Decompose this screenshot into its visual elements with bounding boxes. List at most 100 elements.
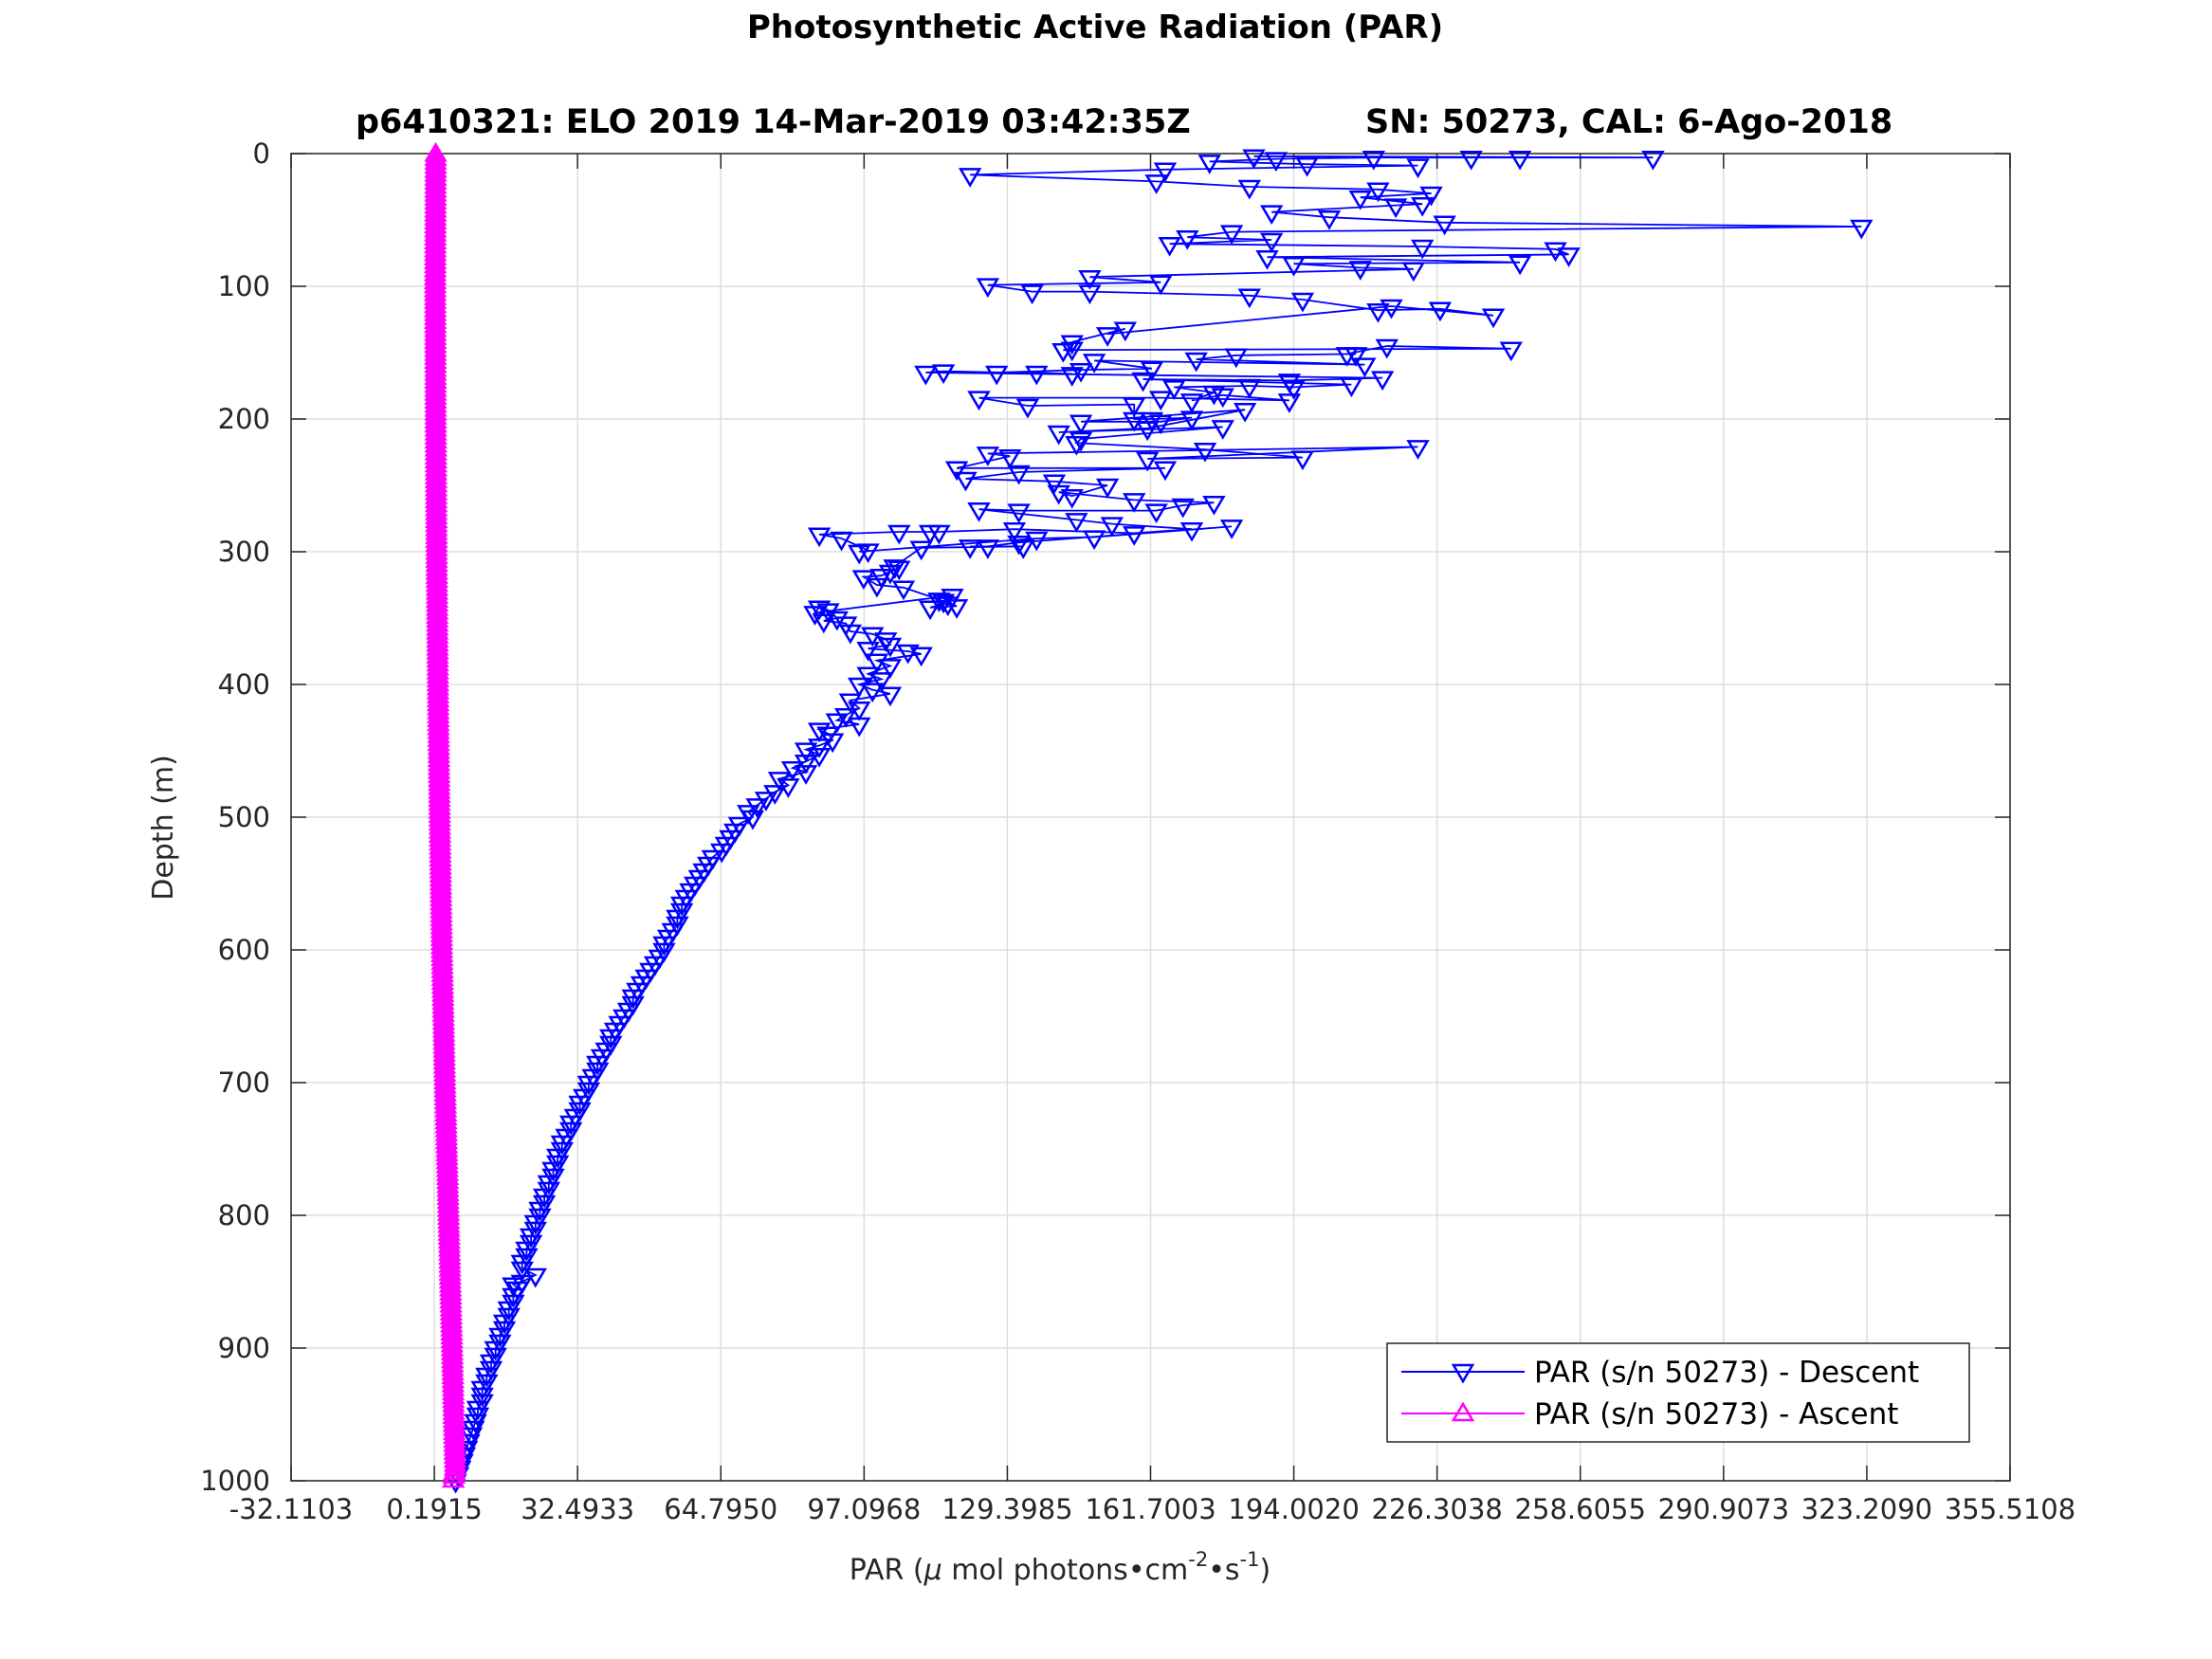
descent-point	[558, 1115, 583, 1136]
descent-point	[1366, 302, 1390, 323]
descent-point	[515, 1241, 539, 1262]
descent-point	[497, 1301, 521, 1322]
descent-point	[1113, 321, 1138, 342]
descent-point	[1219, 225, 1244, 246]
descent-point	[918, 600, 942, 621]
descent-point	[1211, 420, 1234, 440]
descent-point	[1012, 539, 1035, 559]
legend-box	[1386, 1342, 1970, 1443]
descent-point	[1362, 150, 1385, 171]
descent-point	[825, 713, 850, 734]
descent-point	[537, 1175, 560, 1195]
descent-point	[484, 1340, 507, 1361]
descent-point	[1123, 411, 1146, 432]
descent-point	[1051, 342, 1075, 363]
x-tick-label: 64.7950	[664, 1493, 777, 1525]
descent-point	[807, 527, 832, 548]
x-tick-label: 32.4933	[521, 1493, 634, 1525]
legend-ascent-marker	[1451, 1401, 1475, 1422]
descent-point	[1082, 354, 1106, 374]
descent-point	[794, 765, 818, 785]
descent-point	[848, 544, 871, 565]
y-tick-label: 500	[218, 801, 270, 833]
descent-point	[528, 1201, 552, 1222]
descent-point	[985, 365, 1009, 386]
descent-point	[1069, 414, 1093, 435]
descent-point	[838, 624, 863, 645]
descent-point	[466, 1400, 490, 1421]
x-tick-label: -32.1103	[229, 1493, 353, 1525]
descent-point	[896, 644, 920, 665]
descent-point	[1144, 174, 1168, 194]
x-tick-label: 290.9073	[1658, 1493, 1789, 1525]
descent-point	[1260, 205, 1284, 226]
descent-point	[967, 501, 991, 522]
descent-point	[944, 461, 969, 482]
x-tick-label: 258.6055	[1515, 1493, 1646, 1525]
descent-point	[976, 539, 1000, 559]
descent-point	[1459, 150, 1483, 171]
descent-point	[1282, 380, 1306, 400]
y-axis-label: Depth (m)	[147, 755, 180, 901]
descent-point	[1193, 442, 1217, 463]
descent-point	[466, 1407, 490, 1428]
descent-point	[545, 1148, 570, 1169]
descent-point	[669, 896, 694, 917]
descent-point	[1069, 362, 1093, 383]
descent-point	[550, 1135, 575, 1156]
descent-point	[914, 365, 938, 386]
descent-point	[1179, 410, 1204, 431]
descent-point	[1100, 517, 1124, 538]
descent-point	[475, 1367, 499, 1388]
descent-point	[830, 531, 853, 552]
descent-point	[931, 364, 956, 385]
descent-point	[1162, 380, 1186, 400]
descent-point	[1144, 503, 1168, 524]
descent-point	[1411, 196, 1435, 217]
legend: PAR (s/n 50273) - Descent PAR (s/n 50273…	[1386, 1342, 1970, 1443]
descent-point	[1002, 521, 1027, 542]
descent-point	[1007, 503, 1031, 524]
descent-point	[1060, 488, 1084, 509]
descent-point	[931, 593, 956, 614]
legend-descent-label: PAR (s/n 50273) - Descent	[1534, 1356, 1919, 1390]
descent-point	[1123, 526, 1146, 546]
descent-point	[1317, 210, 1342, 230]
chart-title: Photosynthetic Active Radiation (PAR)	[747, 9, 1443, 46]
x-tick-label: 129.3985	[941, 1493, 1072, 1525]
plot-area: -32.1103 0.1915 32.4933 64.7950 97.0968 129.3…	[200, 137, 2075, 1525]
x-tick-label: 355.5108	[1945, 1493, 2075, 1525]
descent-point	[976, 447, 1000, 466]
descent-point	[464, 1413, 487, 1434]
descent-point	[869, 568, 893, 589]
y-tick-label: 1000	[200, 1465, 270, 1497]
descent-point	[1179, 393, 1204, 413]
descent-point	[1344, 347, 1368, 367]
chart-subtitle-left: p6410321: ELO 2019 14-Mar-2019 03:42:35Z	[356, 103, 1191, 141]
descent-point	[887, 524, 911, 545]
descent-point	[519, 1228, 543, 1249]
descent-point	[1340, 377, 1363, 398]
descent-point	[1419, 186, 1443, 207]
descent-point	[856, 641, 880, 662]
descent-point	[1007, 535, 1031, 556]
descent-point	[1411, 239, 1435, 260]
descent-point	[1380, 299, 1403, 319]
x-tick-label: 194.0020	[1228, 1493, 1359, 1525]
descent-point	[488, 1327, 512, 1348]
descent-point	[1850, 219, 1874, 240]
y-tick-label: 700	[218, 1066, 270, 1099]
descent-point	[976, 278, 1000, 299]
descent-point	[1290, 450, 1315, 471]
descent-point	[807, 722, 832, 743]
y-tick-label: 0	[253, 137, 270, 170]
x-tick-label: 161.7003	[1085, 1493, 1216, 1525]
descent-point	[1348, 190, 1372, 210]
descent-point	[745, 798, 769, 818]
descent-point	[1353, 357, 1377, 378]
y-tick-label: 100	[218, 270, 270, 302]
descent-point	[1025, 365, 1049, 386]
descent-point	[825, 611, 850, 631]
descent-point	[586, 1055, 610, 1076]
